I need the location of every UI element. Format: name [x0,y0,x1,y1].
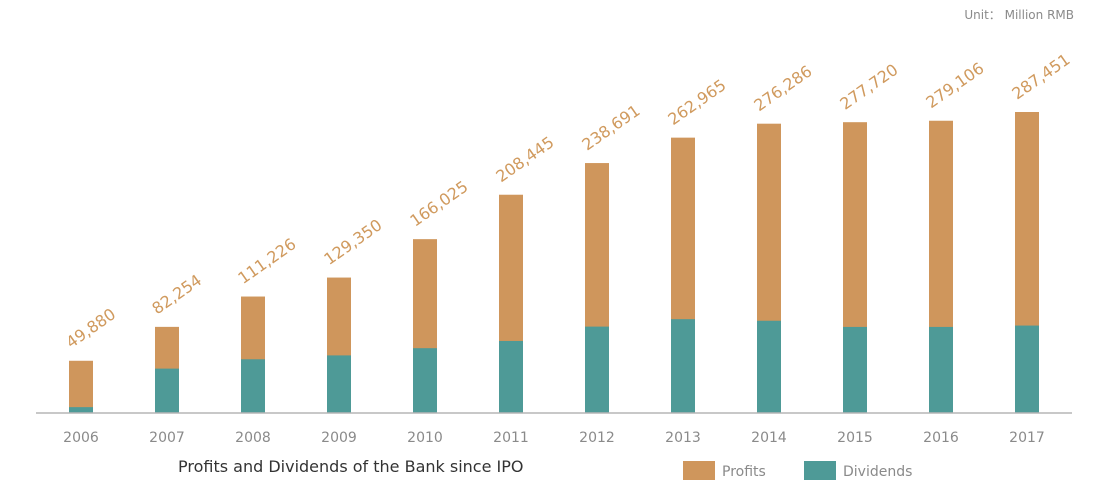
year-label-2013: 2013 [665,430,701,446]
profit-value-label-2010: 166,025 [406,177,471,231]
profit-value-label-2014: 276,286 [750,61,815,115]
dividends-bar-2007 [155,368,179,413]
dividends-bar-2012 [585,326,609,413]
year-label-2007: 2007 [149,430,185,446]
profits-bar-2006 [69,360,93,413]
profit-value-label-2012: 238,691 [578,101,643,155]
profit-value-label-2013: 262,965 [664,75,729,129]
year-labels-group: 2006 2007 2008 2009 2010 2011 2012 2013 2014 2015… [63,430,1045,446]
year-label-2017: 2017 [1009,430,1045,446]
legend-swatch-profits [683,461,715,480]
legend-swatch-dividends [804,461,836,480]
profit-value-label-2007: 82,254 [148,270,205,318]
dividends-bar-2015 [843,326,867,413]
dividends-bar-2013 [671,319,695,413]
dividends-bar-2016 [929,326,953,413]
profit-value-label-2008: 111,226 [234,234,299,288]
profit-value-label-2015: 277,720 [836,60,901,114]
bars-group [69,112,1039,414]
year-label-2014: 2014 [751,430,787,446]
year-label-2012: 2012 [579,430,615,446]
profit-value-label-2017: 287,451 [1008,50,1073,104]
dividends-bar-2011 [499,340,523,413]
year-label-2006: 2006 [63,430,99,446]
profit-value-label-2016: 279,106 [922,58,987,112]
dividends-bar-2009 [327,355,351,413]
dividends-bar-2014 [757,320,781,413]
year-label-2009: 2009 [321,430,357,446]
year-label-2016: 2016 [923,430,959,446]
profit-value-label-2011: 208,445 [492,132,557,186]
dividends-bar-2010 [413,348,437,413]
value-labels-group: 49,880 82,254 111,226 129,350 166,025 208,445… [62,50,1073,352]
legend-label-dividends: Dividends [843,464,912,480]
profit-value-label-2009: 129,350 [320,215,385,269]
year-label-2015: 2015 [837,430,873,446]
chart-title: Profits and Dividends of the Bank since … [178,457,523,476]
dividends-bar-2006 [69,407,93,413]
legend: Profits Dividends [683,461,912,480]
dividends-bar-2017 [1015,325,1039,413]
unit-label: Unit： Million RMB [964,8,1074,22]
year-label-2008: 2008 [235,430,271,446]
year-label-2011: 2011 [493,430,529,446]
dividends-bar-2008 [241,359,265,413]
legend-label-profits: Profits [722,464,766,480]
profit-value-label-2006: 49,880 [62,304,119,352]
year-label-2010: 2010 [407,430,443,446]
